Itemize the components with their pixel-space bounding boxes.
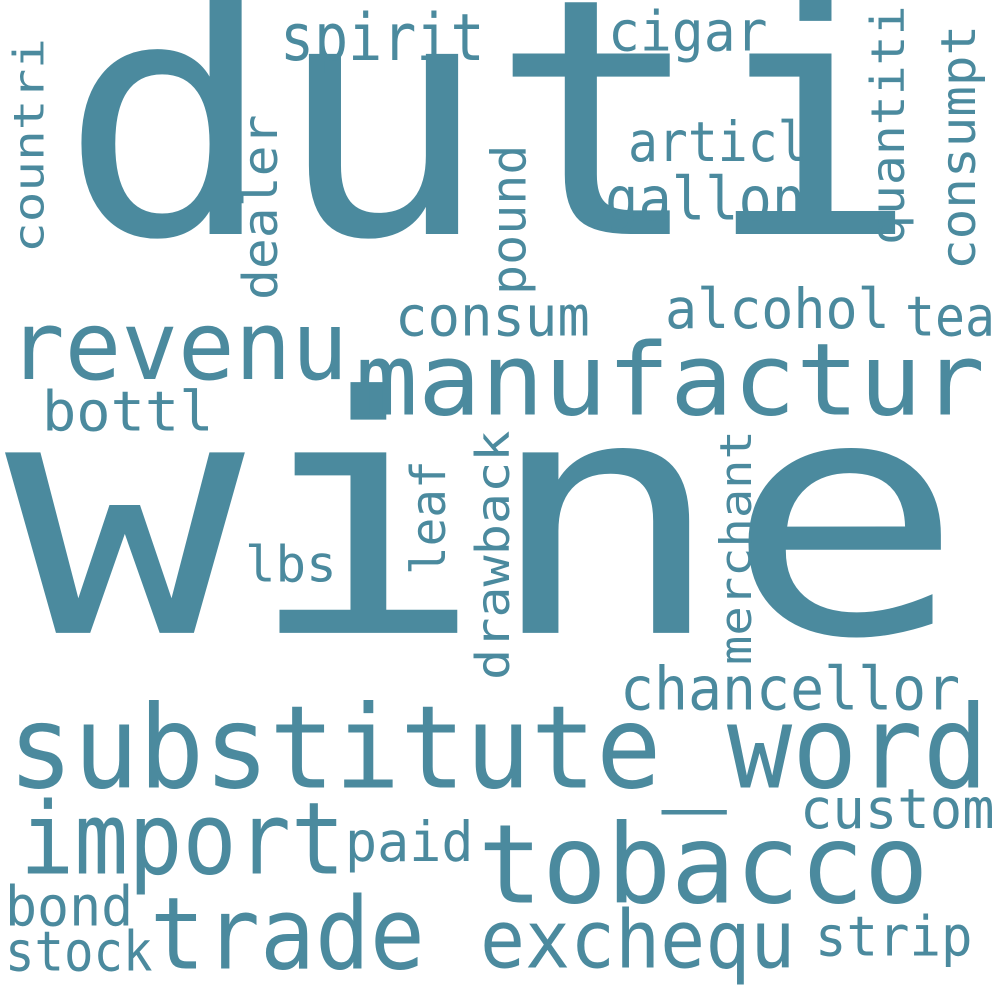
word-bond: bond xyxy=(5,875,134,940)
word-consum: consum xyxy=(395,285,590,350)
word-pound: pound xyxy=(480,144,538,295)
word-quantiti: quantiti xyxy=(861,5,915,246)
word-stock: stock xyxy=(5,920,153,985)
word-chancellor: chancellor xyxy=(620,654,961,725)
word-wine: wine xyxy=(5,327,965,712)
word-tobacco: tobacco xyxy=(478,800,929,929)
word-bottl: bottl xyxy=(42,380,214,445)
word-gallon: gallon xyxy=(605,164,806,235)
word-alcohol: alcohol xyxy=(665,277,890,342)
word-tea: tea xyxy=(905,285,995,350)
word-leaf: leaf xyxy=(401,460,457,575)
word-manufactur: manufactur xyxy=(355,321,985,439)
word-paid: paid xyxy=(345,810,474,875)
word-articl: articl xyxy=(628,110,808,175)
word-custom: custom xyxy=(800,777,995,842)
word-consumpt: consumpt xyxy=(931,24,987,271)
word-merchant: merchant xyxy=(711,430,762,665)
word-cigar: cigar xyxy=(608,0,768,65)
word-substitute-word: substitute_word xyxy=(8,680,989,815)
word-countri: countri xyxy=(4,38,54,253)
word-exchequ: exchequ xyxy=(480,892,796,987)
word-duti: duti xyxy=(60,0,920,312)
word-lbs: lbs xyxy=(245,535,337,595)
word-dealer: dealer xyxy=(233,114,289,300)
word-drawback: drawback xyxy=(466,430,520,680)
word-spirit: spirit xyxy=(280,0,485,76)
word-import: import xyxy=(20,781,346,898)
word-strip: strip xyxy=(815,905,973,970)
word-revenu: revenu xyxy=(8,291,349,403)
word-trade: trade xyxy=(150,876,425,993)
